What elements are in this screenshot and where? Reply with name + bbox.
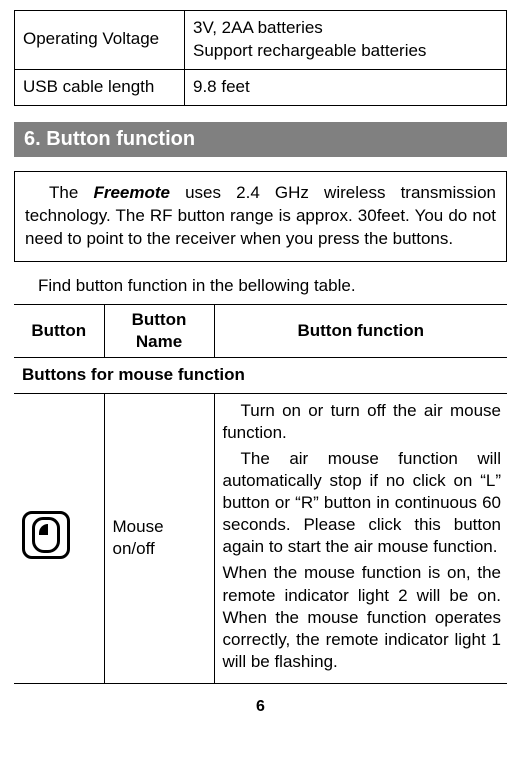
col-button-function: Button function [214, 304, 507, 357]
page: Operating Voltage 3V, 2AA batteries Supp… [0, 0, 521, 716]
section-heading: 6. Button function [14, 122, 507, 157]
table-row: Mouse on/off Turn on or turn off the air… [14, 393, 507, 683]
function-table: Button Button Name Button function Butto… [14, 304, 507, 684]
spec-table: Operating Voltage 3V, 2AA batteries Supp… [14, 10, 507, 106]
note-box: The Freemote uses 2.4 GHz wireless trans… [14, 171, 507, 262]
desc-p3: When the mouse function is on, the remot… [223, 562, 502, 672]
table-subheader-row: Buttons for mouse function [14, 357, 507, 393]
col-button: Button [14, 304, 104, 357]
mouse-icon [22, 511, 70, 559]
page-number: 6 [14, 698, 507, 716]
button-name: Mouse on/off [104, 393, 214, 683]
note-prefix: The [49, 183, 93, 202]
spec-value: 3V, 2AA batteries Support rechargeable b… [185, 11, 507, 70]
desc-p2: The air mouse function will automaticall… [223, 448, 502, 558]
spec-label: Operating Voltage [15, 11, 185, 70]
intro-line: Find button function in the bellowing ta… [14, 276, 507, 296]
col-button-name: Button Name [104, 304, 214, 357]
spec-label: USB cable length [15, 69, 185, 105]
subheader-text: Buttons for mouse function [14, 357, 507, 393]
spec-value: 9.8 feet [185, 69, 507, 105]
product-name: Freemote [93, 183, 170, 202]
table-header-row: Button Button Name Button function [14, 304, 507, 357]
button-function-desc: Turn on or turn off the air mouse functi… [214, 393, 507, 683]
desc-p1: Turn on or turn off the air mouse functi… [223, 400, 502, 444]
button-icon-cell [14, 393, 104, 683]
table-row: Operating Voltage 3V, 2AA batteries Supp… [15, 11, 507, 70]
table-row: USB cable length 9.8 feet [15, 69, 507, 105]
